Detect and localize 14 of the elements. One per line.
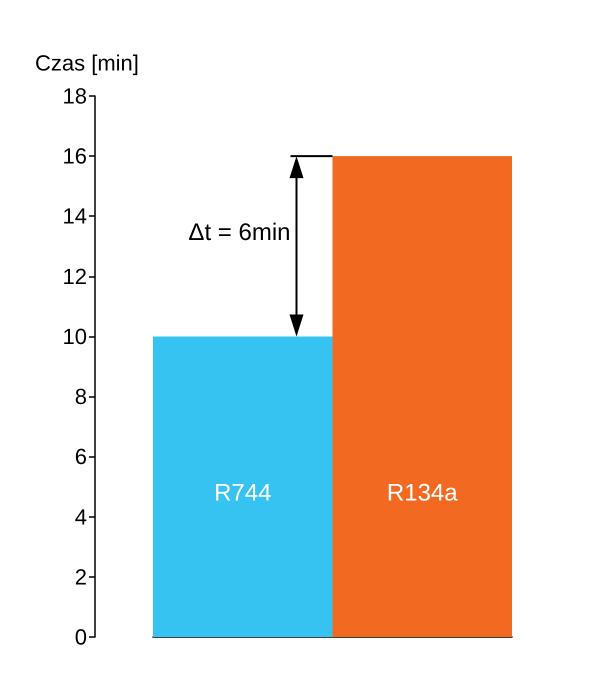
y-tick-label: 2: [74, 564, 87, 590]
x-tick-label: R744: [214, 480, 272, 506]
y-tick-label: 18: [62, 84, 87, 108]
y-tick-label: 10: [62, 324, 87, 349]
y-tick-label: 12: [62, 264, 87, 289]
y-tick-label: 4: [74, 504, 87, 530]
x-tick-label: R134a: [386, 480, 458, 506]
y-tick-label: 6: [74, 444, 87, 470]
y-axis-title: Czas [min]: [35, 50, 139, 76]
y-tick-label: 8: [74, 384, 87, 410]
y-tick-label: 16: [62, 144, 87, 169]
y-tick-label: 14: [62, 204, 87, 229]
y-tick-label: 0: [74, 624, 87, 650]
annotation: Δt = 6min: [188, 218, 291, 246]
